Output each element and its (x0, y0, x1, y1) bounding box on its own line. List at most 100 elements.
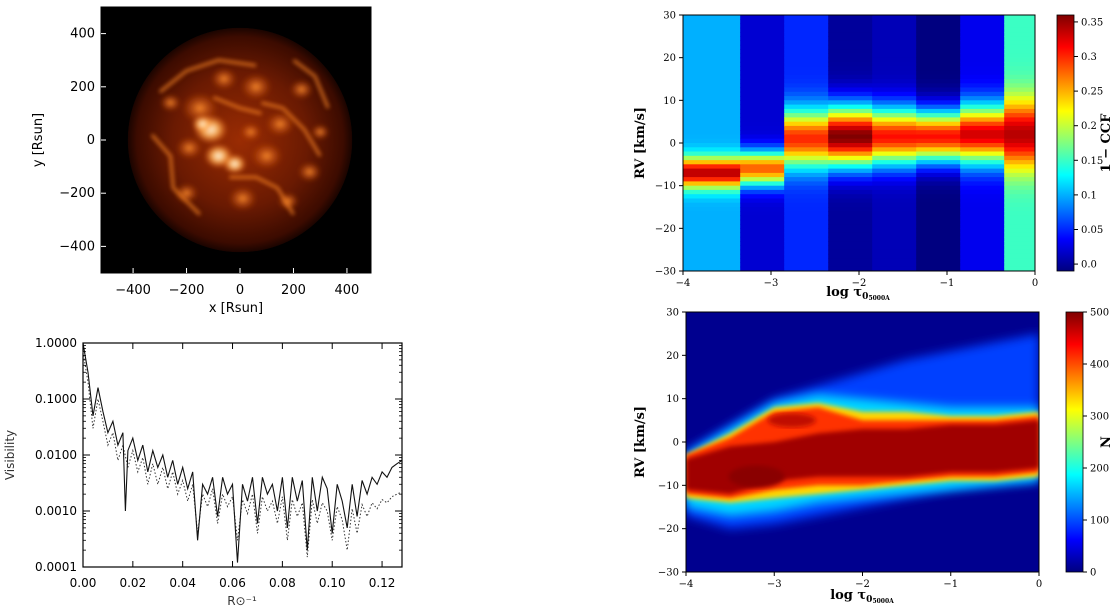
heatmap-cell (960, 228, 1005, 234)
heatmap-cell (960, 143, 1005, 148)
heatmap-cell (740, 194, 785, 199)
x-axis-label: x [Rsun] (209, 301, 263, 316)
heatmap-cell (1004, 100, 1036, 106)
heatmap-cell (960, 160, 1005, 165)
heatmap-cell (683, 23, 741, 29)
heatmap-column (1004, 15, 1036, 272)
heatmap-cell (916, 207, 961, 212)
heatmap-cell (784, 87, 829, 93)
y-tick-label: −30 (655, 267, 676, 278)
x-tick-label: 0.02 (119, 576, 146, 590)
heatmap-cell (872, 198, 917, 204)
heatmap-cell (1004, 194, 1036, 199)
colorbar-tick-label: 400 (1090, 360, 1109, 371)
y-tick-label: 0 (673, 438, 679, 449)
heatmap-cell (828, 79, 873, 84)
surface-cell (227, 186, 258, 211)
heatmap-cell (784, 121, 829, 127)
heatmap-cell (683, 96, 741, 101)
heatmap-cell (872, 168, 917, 174)
colorbar-tick-label: 0.15 (1081, 156, 1103, 167)
heatmap-cell (784, 215, 829, 221)
heatmap-cell (1004, 49, 1036, 54)
heatmap-cell (740, 172, 785, 178)
heatmap-cell (683, 245, 741, 251)
heatmap-cell (784, 130, 829, 135)
surface-filament (261, 101, 322, 157)
heatmap-cell (683, 181, 741, 187)
heatmap-cell (1004, 61, 1036, 67)
heatmap-cell (784, 228, 829, 234)
heatmap-cell (740, 23, 785, 29)
heatmap-cell (872, 219, 917, 225)
surface-cell (265, 111, 295, 137)
heatmap-cell (960, 66, 1005, 71)
heatmap-cell (916, 236, 961, 242)
heatmap-cell (784, 151, 829, 157)
heatmap-cell (960, 125, 1005, 131)
heatmap-cell (784, 177, 829, 182)
heatmap-cell (916, 96, 961, 101)
heatmap-cell (960, 177, 1005, 182)
colorbar-label: 1 − CCF (1099, 113, 1114, 173)
heatmap-cell (784, 79, 829, 84)
heatmap-cell (828, 53, 873, 59)
heatmap-cell (960, 36, 1005, 42)
heatmap-cell (683, 53, 741, 59)
colorbar-tick-label: 0 (1090, 568, 1096, 579)
heatmap-cell (916, 113, 961, 118)
heatmap-cell (872, 100, 917, 106)
heatmap-cell (872, 91, 917, 97)
heatmap-cell (916, 202, 961, 208)
y-tick-label: −30 (658, 568, 679, 579)
heatmap-cell (916, 74, 961, 80)
heatmap-cell (683, 266, 741, 272)
heatmap-cell (740, 253, 785, 259)
heatmap-cell (828, 177, 873, 182)
heatmap-cell (960, 151, 1005, 157)
x-axis-label: R⊙⁻¹ (227, 594, 257, 607)
heatmap-cell (683, 83, 741, 89)
heatmap-cell (740, 19, 785, 25)
heatmap-cell (740, 219, 785, 225)
heatmap-cell (683, 91, 741, 97)
surface-cell (250, 142, 283, 170)
heatmap-cell (740, 70, 785, 76)
heatmap-cell (916, 147, 961, 153)
heatmap-cell (740, 36, 785, 42)
colorbar-tick-label: 0.35 (1081, 17, 1103, 28)
heatmap-cell (828, 87, 873, 93)
heatmap-cell (916, 87, 961, 93)
heatmap-cell (916, 232, 961, 238)
heatmap-cell (960, 15, 1005, 20)
heatmap-cell (1004, 164, 1036, 170)
heatmap-cell (784, 19, 829, 25)
heatmap-cell (872, 211, 917, 217)
heatmap-cell (1004, 249, 1036, 255)
heatmap-cell (828, 245, 873, 251)
colorbar-tick-label: 300 (1090, 412, 1109, 423)
heatmap-cell (784, 245, 829, 251)
heatmap-cell (960, 266, 1005, 272)
heatmap-cell (872, 202, 917, 208)
heatmap-cell (916, 70, 961, 76)
heatmap-cell (740, 151, 785, 157)
heatmap-cell (683, 219, 741, 225)
heatmap-cell (683, 27, 741, 33)
heatmap-cell (1004, 134, 1036, 140)
heatmap-cell (960, 61, 1005, 67)
heatmap-cell (1004, 32, 1036, 37)
heatmap-cell (916, 249, 961, 255)
heatmap-cell (1004, 40, 1036, 46)
y-tick-label: −20 (658, 524, 679, 535)
colorbar-tick-label: 0.0 (1081, 260, 1097, 271)
heatmap-cell (960, 32, 1005, 37)
heatmap-cell (740, 228, 785, 234)
heatmap-cell (683, 44, 741, 50)
heatmap-cell (740, 147, 785, 153)
heatmap-cell (872, 160, 917, 165)
heatmap-cell (960, 245, 1005, 251)
x-tick-label: −1 (943, 579, 958, 590)
heatmap-cell (784, 249, 829, 255)
